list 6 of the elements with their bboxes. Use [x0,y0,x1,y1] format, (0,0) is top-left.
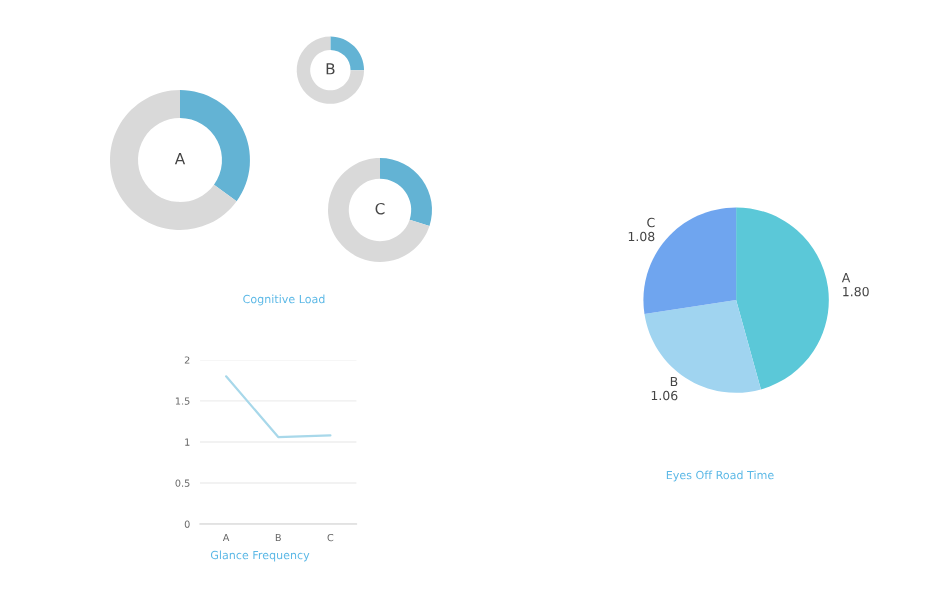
donut-slice [330,36,365,71]
pie-slice [736,207,829,390]
donut-slice [328,158,430,262]
donut-slice [110,90,237,230]
donut-slice [296,36,365,104]
pie-slice [644,300,761,393]
